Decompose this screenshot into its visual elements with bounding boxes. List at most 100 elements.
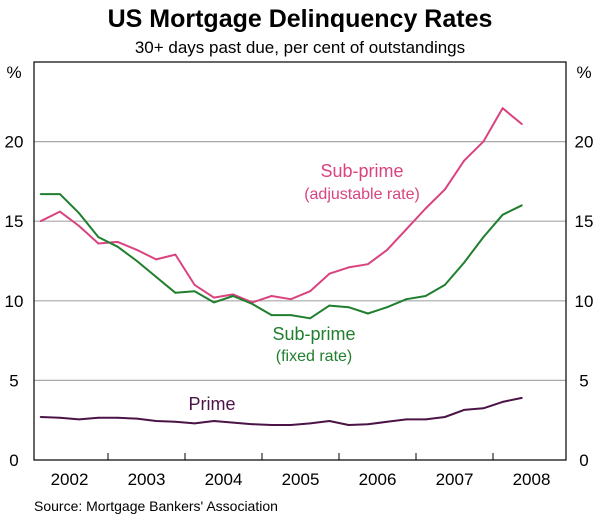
data-point [405,418,408,421]
y-tick-label-left: 20 [5,133,24,152]
data-point [270,424,273,426]
series-line-subprime-adjustable [40,107,523,304]
data-point [443,188,446,191]
data-point [39,416,42,418]
data-point [443,283,446,286]
y-tick-label-right: 0 [579,451,588,470]
data-point [193,290,196,293]
data-point [58,416,61,419]
data-point [347,424,350,426]
label-subprime-fixed-1: Sub-prime [272,324,355,344]
data-point [212,301,215,304]
series-lines [39,107,523,426]
data-point [212,420,215,422]
data-point [328,272,331,275]
x-tick-label: 2004 [205,470,243,489]
data-point [366,312,369,315]
data-point [174,253,177,256]
y-tick-label-right: 5 [579,371,588,390]
data-point [251,303,254,305]
data-point [520,204,523,207]
label-prime: Prime [188,394,235,414]
data-point [232,421,235,424]
y-axis-unit-right: % [576,63,591,82]
plot-frame [33,61,567,461]
series-line-subprime-fixed [40,193,523,320]
data-point [328,304,331,307]
data-point [424,295,427,297]
x-tick-label: 2005 [282,470,320,489]
data-point [482,140,485,143]
data-point [366,423,369,426]
data-point [135,417,138,420]
data-point [520,397,523,399]
label-subprime-adjustable-1: Sub-prime [320,161,403,181]
data-point [501,400,504,403]
data-point [463,408,466,411]
y-axis-unit-left: % [6,63,21,82]
data-point [501,213,504,216]
data-point [58,210,61,213]
x-tick-label: 2007 [436,470,474,489]
data-point [309,317,312,320]
data-point [193,283,196,286]
axis-ticks: 0 0 5 5 10 10 15 15 20 20 2002 2003 2004 2005 2006 2007… [5,133,594,489]
data-point [501,107,504,110]
data-point [232,295,235,297]
data-point [520,123,523,125]
data-point [135,260,138,262]
data-point [78,418,81,421]
data-point [328,420,331,422]
data-point [347,306,350,309]
data-point [39,220,42,223]
data-point [116,245,119,248]
data-point [135,248,138,251]
y-tick-label-left: 0 [9,451,18,470]
data-point [232,293,235,296]
data-point [386,306,389,309]
data-point [251,423,254,426]
data-point [193,422,196,425]
source-note: Source: Mortgage Bankers' Association [34,498,278,514]
y-tick-label-left: 5 [9,371,18,390]
x-tick-label: 2003 [128,470,166,489]
data-point [482,407,485,410]
data-point [424,418,427,421]
data-point [424,207,427,210]
x-tick-label: 2002 [51,470,89,489]
data-point [97,236,100,239]
data-point [405,228,408,231]
y-tick-label-left: 10 [5,292,24,311]
gridlines [34,141,566,381]
data-point [155,276,158,278]
y-tick-label-left: 15 [5,212,24,231]
data-point [289,424,292,426]
data-point [347,266,350,269]
data-point [97,242,100,245]
data-point [116,416,119,419]
data-point [405,298,408,301]
data-point [116,240,119,243]
x-tick-label: 2008 [513,470,551,489]
data-point [289,314,292,317]
data-point [366,263,369,266]
y-tick-label-right: 10 [575,292,594,311]
y-tick-label-right: 15 [575,212,594,231]
chart-title: US Mortgage Delinquency Rates [108,5,493,33]
data-point [78,225,81,227]
data-point [386,248,389,251]
data-point [463,159,466,162]
data-point [155,420,158,422]
data-point [39,193,42,196]
data-point [386,420,389,423]
data-point [309,290,312,293]
y-tick-label-right: 20 [575,133,594,152]
data-point [270,314,273,317]
data-point [289,298,292,301]
data-point [97,416,100,419]
data-point [155,258,158,261]
data-point [270,295,273,297]
data-point [174,420,177,423]
chart-subtitle: 30+ days past due, per cent of outstandi… [135,38,465,57]
